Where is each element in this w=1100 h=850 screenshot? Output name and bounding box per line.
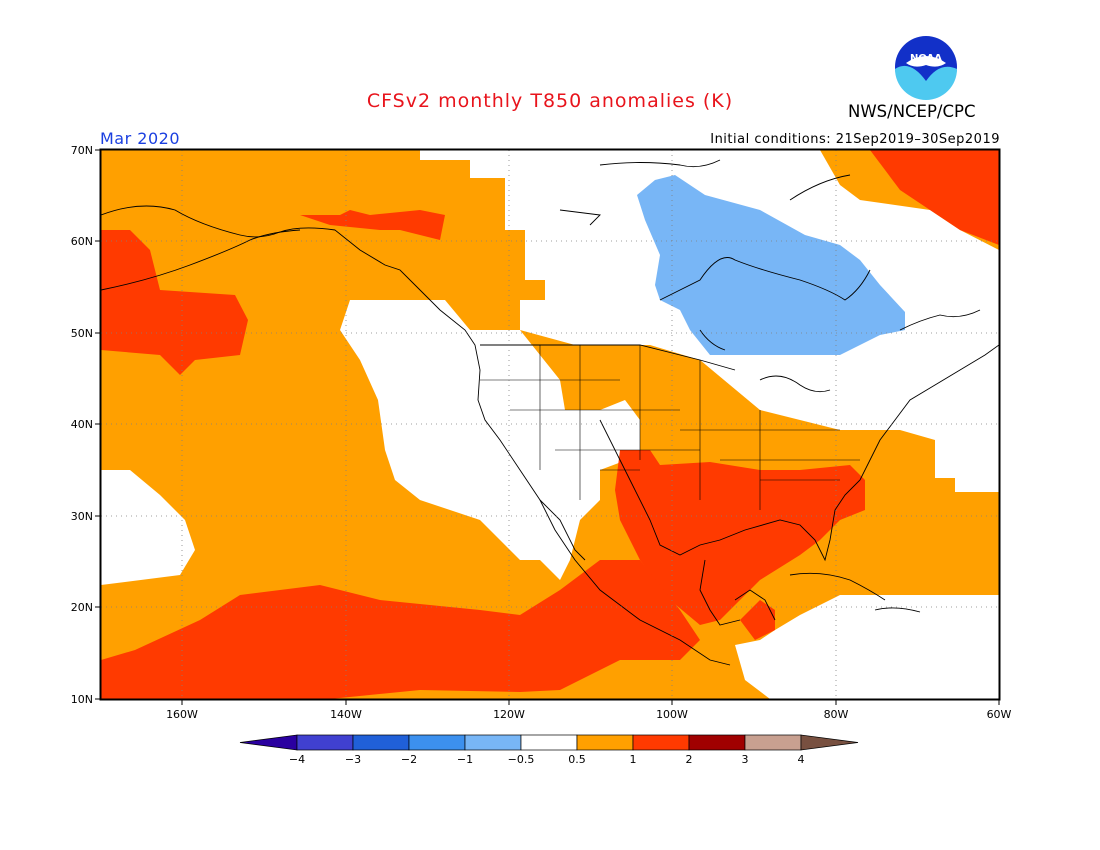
lat-label: 50N — [71, 327, 93, 340]
legend-tick-label: −4 — [289, 753, 305, 766]
field-white-pacific — [101, 470, 195, 585]
legend-swatch — [744, 734, 802, 751]
field-red-greenland — [870, 150, 999, 245]
legend-arrow-right — [800, 734, 859, 751]
legend-tick-label: 3 — [742, 753, 749, 766]
initial-conditions: Initial conditions: 21Sep2019–30Sep2019 — [710, 132, 1000, 147]
legend-swatch — [464, 734, 522, 751]
legend-tick-label: −3 — [345, 753, 361, 766]
lon-label: 140W — [330, 708, 362, 721]
lat-labels: 70N 60N 50N 40N 30N 20N 10N — [71, 144, 93, 706]
field-red-alaska-coast — [300, 210, 445, 240]
lat-label: 40N — [71, 418, 93, 431]
field-white-caribbean — [735, 595, 999, 699]
lon-label: 120W — [493, 708, 525, 721]
field-white-us-west — [340, 300, 640, 580]
lon-label: 160W — [166, 708, 198, 721]
field-red-tropical-pacific — [101, 560, 700, 699]
legend-arrow-left — [239, 734, 298, 751]
legend-swatch — [520, 734, 578, 751]
field-white-north — [335, 150, 999, 492]
map-title: CFSv2 monthly T850 anomalies (K) — [366, 90, 734, 112]
legend-swatch — [296, 734, 354, 751]
lat-label: 60N — [71, 235, 93, 248]
legend-tick-label: −2 — [401, 753, 417, 766]
legend-tick-label: −0.5 — [508, 753, 535, 766]
lon-label: 60W — [987, 708, 1012, 721]
lat-label: 70N — [71, 144, 93, 157]
lon-label: 100W — [656, 708, 688, 721]
field-red-us-southeast — [615, 450, 865, 625]
field-red-gulf-alaska — [101, 230, 248, 375]
legend-tick-label: 0.5 — [568, 753, 586, 766]
valid-month: Mar 2020 — [100, 129, 180, 148]
axis-ticks — [95, 149, 1000, 705]
legend-tick-label: 2 — [686, 753, 693, 766]
legend-tick-label: 1 — [630, 753, 637, 766]
legend-swatch — [408, 734, 466, 751]
lon-labels: 160W 140W 120W 100W 80W 60W — [166, 708, 1011, 721]
legend-tick-label: −1 — [457, 753, 473, 766]
lat-label: 20N — [71, 601, 93, 614]
field-blue-canada — [637, 175, 905, 355]
field-white-wcoast — [390, 300, 480, 360]
lat-label: 30N — [71, 510, 93, 523]
agency-label: NWS/NCEP/CPC — [848, 102, 976, 121]
legend-swatch — [352, 734, 410, 751]
field-red-yucatan — [740, 600, 775, 640]
anomaly-field — [101, 150, 999, 699]
lat-label: 10N — [71, 693, 93, 706]
legend-tick-label: 4 — [798, 753, 805, 766]
color-legend: −4 −3 −2 −1 −0.5 0.5 1 2 3 4 — [239, 734, 859, 766]
legend-swatch — [632, 734, 690, 751]
legend-swatch — [576, 734, 634, 751]
coastlines — [101, 159, 999, 666]
lon-label: 80W — [824, 708, 849, 721]
state-lines — [480, 345, 860, 510]
legend-swatch — [688, 734, 746, 751]
